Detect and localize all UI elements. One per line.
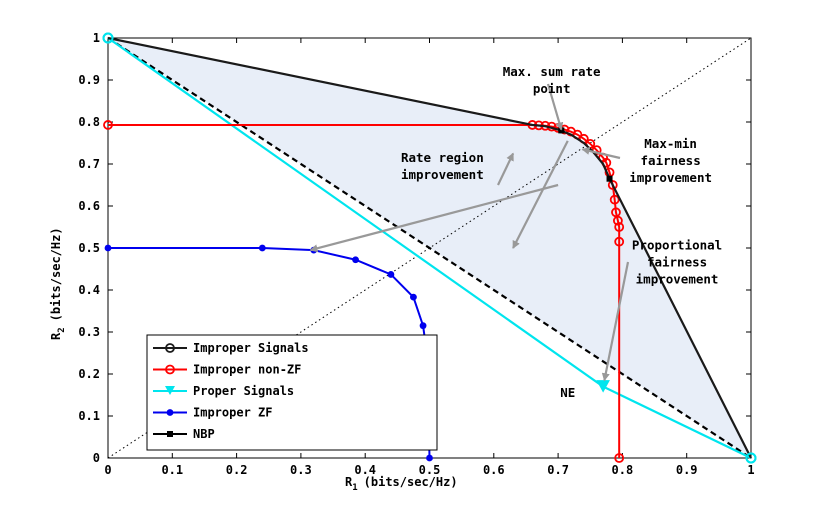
annotation-arrow xyxy=(497,152,515,186)
x-tick-label: 0.4 xyxy=(354,463,376,477)
diagonal-reference-line xyxy=(107,37,752,459)
legend-box xyxy=(146,334,438,451)
y-tick-label: 0.1 xyxy=(78,409,100,423)
reference-lines-group xyxy=(107,37,752,459)
improper-non-zf-marker xyxy=(614,222,625,232)
improper-non-zf-marker xyxy=(609,194,620,205)
annotation-line: improvement xyxy=(629,170,712,185)
annotation-line: Proportional xyxy=(632,237,722,252)
annotation-arrow xyxy=(546,83,564,131)
y-tick-label: 0.5 xyxy=(78,241,100,255)
y-tick-label: 0 xyxy=(93,451,100,465)
improper-signals-line xyxy=(107,36,752,459)
annotation-arrows-group xyxy=(309,83,630,382)
x-axis-label-sub: 1 xyxy=(352,483,357,493)
y-tick-label: 0.7 xyxy=(78,157,100,171)
annotation-text: Max-min fairness improvement xyxy=(629,136,712,185)
annotation-text: NE xyxy=(560,385,575,400)
nbp-marker xyxy=(606,175,613,182)
annotation-arrow xyxy=(581,146,621,160)
x-axis-label: R1 (bits/sec/Hz) xyxy=(345,475,458,493)
x-tick-label: 0.8 xyxy=(612,463,634,477)
ne-point-marker xyxy=(596,380,610,393)
legend-swatch-marker xyxy=(165,343,175,353)
y-tick-label: 0.2 xyxy=(78,367,100,381)
annotation-arrow xyxy=(601,261,630,382)
improper-zf-marker xyxy=(426,454,433,462)
legend-label: Improper Signals xyxy=(193,341,309,355)
x-tick-label: 0.7 xyxy=(547,463,569,477)
y-tick-label: 0.4 xyxy=(78,283,100,297)
legend-label: NBP xyxy=(193,427,215,441)
annotation-line: point xyxy=(533,81,571,96)
annotation-line: NE xyxy=(560,385,575,400)
improper-signals-endpoint-marker xyxy=(745,452,757,464)
x-tick-label: 0.2 xyxy=(226,463,248,477)
annotation-line: fairness xyxy=(641,153,701,168)
tick-labels-group: 0 0.1 0.2 0.3 0.4 0.5 0.6 0.7 0.8 0.9 1 0 0.1 0.2 0.3 0… xyxy=(78,31,754,477)
improper-non-zf-marker xyxy=(614,236,625,247)
annotation-line: Max. sum rate xyxy=(503,64,601,79)
improper-zf-marker xyxy=(387,271,395,278)
x-tick-label: 0.5 xyxy=(419,463,441,477)
annotation-line: Max-min xyxy=(644,136,697,151)
y-tick-label: 1 xyxy=(93,31,100,45)
y-axis-label-main: R xyxy=(49,332,63,340)
annotation-line: Rate region xyxy=(401,150,484,165)
x-tick-label: 0 xyxy=(104,463,111,477)
y-axis-label-unit: (bits/sec/Hz) xyxy=(49,227,63,321)
y-tick-label: 0.9 xyxy=(78,73,100,87)
y-tick-label: 0.3 xyxy=(78,325,100,339)
annotation-text: Proportional fairness improvement xyxy=(632,237,722,286)
annotations-group: Max. sum rate point Rate region improvement… xyxy=(401,64,722,400)
legend-swatch-marker xyxy=(165,364,175,375)
improper-zf-marker xyxy=(419,322,427,330)
rate-region-arrow-down xyxy=(512,140,569,249)
x-axis-label-unit: (bits/sec/Hz) xyxy=(364,475,458,489)
annotation-line: improvement xyxy=(636,271,719,286)
series-group xyxy=(102,32,757,464)
legend-label: Improper ZF xyxy=(193,406,272,420)
improper-non-zf-marker xyxy=(607,180,618,190)
y-tick-label: 0.8 xyxy=(78,115,100,129)
legend-label: Proper Signals xyxy=(193,384,294,398)
x-axis-label-main: R xyxy=(345,475,353,489)
x-tick-label: 0.3 xyxy=(290,463,312,477)
legend-swatch-marker xyxy=(167,431,173,437)
annotation-line: fairness xyxy=(647,254,707,269)
improper-zf-marker xyxy=(258,244,266,252)
x-tick-label: 0.9 xyxy=(676,463,698,477)
improper-non-zf-marker xyxy=(614,453,625,463)
improper-non-zf-marker xyxy=(103,120,113,130)
annotation-text: Rate region improvement xyxy=(401,150,484,182)
legend-swatch-marker xyxy=(165,386,175,395)
annotation-line: improvement xyxy=(401,167,484,182)
improper-non-zf-marker xyxy=(612,215,623,226)
improper-zf-marker xyxy=(104,244,112,252)
y-axis-label: R2 (bits/sec/Hz) xyxy=(49,227,67,340)
rate-region-improvement-arrow xyxy=(309,183,559,253)
improper-zf-marker xyxy=(352,256,359,264)
legend-label: Improper non-ZF xyxy=(193,363,301,377)
annotation-text: Max. sum rate point xyxy=(503,64,601,96)
y-tick-label: 0.6 xyxy=(78,199,100,213)
x-tick-label: 0.1 xyxy=(161,463,183,477)
improper-signals-endpoint-marker xyxy=(102,32,114,44)
legend-swatch-marker xyxy=(166,409,174,416)
dashed-reference-line xyxy=(107,37,752,459)
improper-zf-marker xyxy=(410,293,417,301)
x-tick-label: 0.6 xyxy=(483,463,505,477)
y-axis-label-sub: 2 xyxy=(57,327,67,332)
x-tick-label: 1 xyxy=(747,463,754,477)
legend: Improper Signals Improper non-ZF Proper Si… xyxy=(146,334,438,451)
